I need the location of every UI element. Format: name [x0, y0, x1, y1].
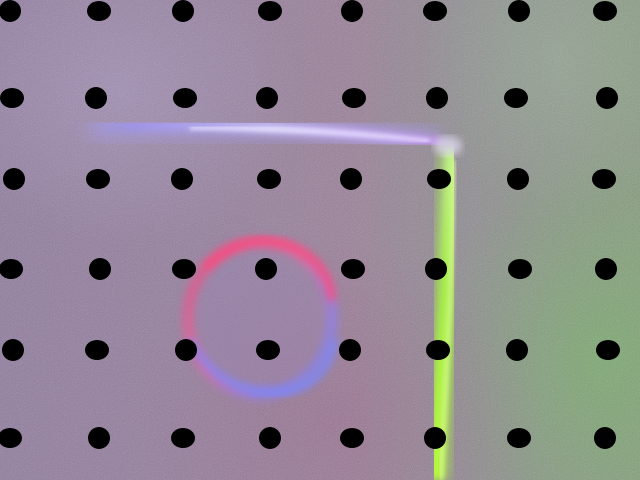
- grid-dot: [427, 169, 451, 189]
- grid-dot: [504, 88, 528, 108]
- grid-dot: [86, 169, 110, 189]
- grid-dot: [171, 168, 193, 190]
- green-light-streak: [416, 149, 472, 480]
- grid-dot: [593, 1, 617, 21]
- grid-dot: [85, 87, 107, 109]
- grid-dot: [425, 258, 447, 280]
- grid-dot: [3, 168, 25, 190]
- grid-dot: [257, 169, 281, 189]
- grid-dot: [259, 427, 281, 449]
- grid-dot: [506, 339, 528, 361]
- grid-dot: [172, 0, 194, 22]
- grid-dot: [0, 88, 24, 108]
- corner-highlight: [434, 136, 462, 156]
- grid-dot: [88, 427, 110, 449]
- grid-dot: [341, 0, 363, 22]
- grid-dot: [423, 1, 447, 21]
- grid-dot: [342, 88, 366, 108]
- grid-dot: [89, 258, 111, 280]
- grid-dot: [256, 87, 278, 109]
- grid-dot: [0, 0, 21, 22]
- grid-dot: [508, 259, 532, 279]
- grid-dot: [256, 340, 280, 360]
- grid-dot: [173, 88, 197, 108]
- grid-dot: [424, 427, 446, 449]
- grid-dot: [172, 259, 196, 279]
- grid-dot: [0, 259, 23, 279]
- grid-dot: [171, 428, 195, 448]
- grid-dot: [595, 258, 617, 280]
- grid-dot: [2, 339, 24, 361]
- grid-dot: [255, 258, 277, 280]
- grid-dot: [175, 339, 197, 361]
- grid-dot: [340, 428, 364, 448]
- grid-dot: [340, 168, 362, 190]
- grid-dot: [341, 259, 365, 279]
- grid-dot: [258, 1, 282, 21]
- grid-dot: [426, 87, 448, 109]
- blue-light-streak: [89, 111, 443, 155]
- grid-dot: [594, 427, 616, 449]
- grid-dot: [592, 169, 616, 189]
- grid-dot: [507, 168, 529, 190]
- grid-dot: [85, 340, 109, 360]
- grid-dot: [426, 340, 450, 360]
- grid-dot: [596, 340, 620, 360]
- ring-reflection: [182, 236, 339, 400]
- grid-dot: [87, 1, 111, 21]
- grid-dot: [596, 87, 618, 109]
- grid-dot: [508, 0, 530, 22]
- grid-dot: [339, 339, 361, 361]
- grid-dot: [507, 428, 531, 448]
- grid-dot: [0, 428, 22, 448]
